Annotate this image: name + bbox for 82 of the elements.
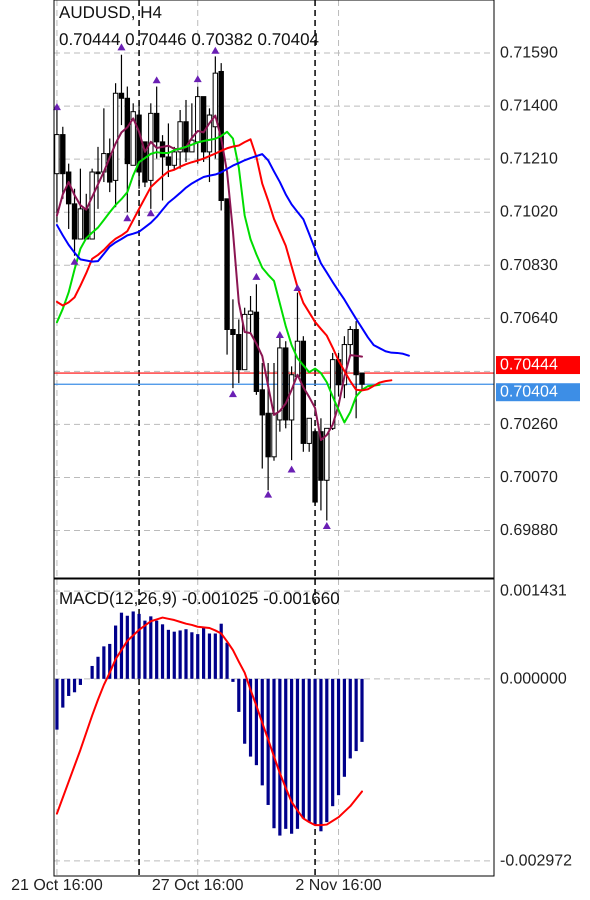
bar (360, 678, 364, 742)
bar (272, 678, 276, 828)
y-tick-label: 0.70260 (500, 416, 558, 433)
bar (319, 678, 323, 832)
bar (184, 629, 188, 679)
bar (178, 630, 182, 679)
y-tick-label: 0.71020 (500, 204, 558, 221)
x-tick-label: 2 Nov 16:00 (295, 877, 382, 894)
point (146, 209, 155, 216)
point (70, 258, 79, 265)
bar (137, 614, 141, 679)
point (123, 214, 132, 222)
bar (155, 620, 158, 679)
bar (196, 634, 200, 679)
bar (102, 646, 106, 679)
bar (208, 634, 212, 679)
bar (302, 678, 305, 818)
y-tick-label: 0.71400 (500, 98, 558, 115)
bar (308, 678, 311, 822)
bar (348, 678, 352, 758)
bar (290, 678, 294, 834)
bar (325, 678, 328, 822)
bar (67, 678, 70, 696)
bar (202, 628, 206, 679)
bar (296, 678, 300, 829)
point (264, 490, 272, 498)
line-series (56, 616, 363, 826)
ref-line-label: 0.70404 (500, 384, 558, 401)
bar (220, 624, 223, 679)
point (152, 76, 161, 84)
bar (126, 616, 129, 679)
bar (166, 630, 170, 679)
bar (231, 678, 235, 682)
text: MACD(12,26,9) -0.001025 -0.001660 (59, 589, 340, 608)
y-tick-label: 0.70640 (500, 310, 558, 327)
bar (143, 620, 147, 679)
bar (243, 678, 246, 744)
point (52, 103, 61, 110)
bar (78, 678, 82, 685)
y-tick-label: 0.001431 (500, 582, 567, 600)
bar (336, 678, 340, 796)
point (194, 75, 202, 82)
point (322, 522, 331, 529)
bar (172, 632, 176, 679)
point (288, 466, 296, 473)
bar (284, 678, 288, 829)
point (228, 390, 237, 398)
line-series (56, 153, 410, 357)
bar (331, 678, 334, 806)
point (293, 284, 302, 292)
bar (313, 678, 317, 826)
bar (96, 656, 100, 679)
bar (260, 678, 264, 786)
bar (149, 616, 152, 679)
bar (72, 678, 76, 692)
bar (90, 666, 94, 679)
point (252, 272, 260, 280)
y-tick-label: 0.70070 (500, 468, 558, 486)
point (211, 46, 220, 54)
point (276, 330, 284, 338)
x-tick-label: 27 Oct 16:00 (152, 877, 244, 894)
bar (214, 634, 217, 679)
bar (278, 678, 282, 836)
bar (354, 678, 358, 752)
bar (190, 632, 194, 679)
y-tick-label: 0.71210 (500, 150, 558, 168)
bar (225, 642, 229, 679)
y-tick-label: -0.002972 (500, 852, 572, 870)
ref-line-label: 0.70444 (500, 356, 558, 374)
y-tick-label: 0.69880 (500, 522, 558, 540)
y-tick-label: 0.71590 (500, 44, 558, 62)
bar (132, 611, 135, 679)
bar (160, 624, 164, 679)
bar (61, 678, 64, 708)
chart-title: AUDUSD, H4 (59, 3, 162, 22)
bar (342, 678, 346, 777)
x-tick-label: 21 Oct 16:00 (11, 877, 103, 894)
y-tick-label: 0.000000 (500, 670, 567, 688)
bar (55, 678, 59, 730)
text: 0.70444 0.70446 0.70382 0.70404 (59, 30, 319, 49)
y-tick-label: 0.70830 (500, 256, 558, 274)
bar (237, 678, 240, 712)
